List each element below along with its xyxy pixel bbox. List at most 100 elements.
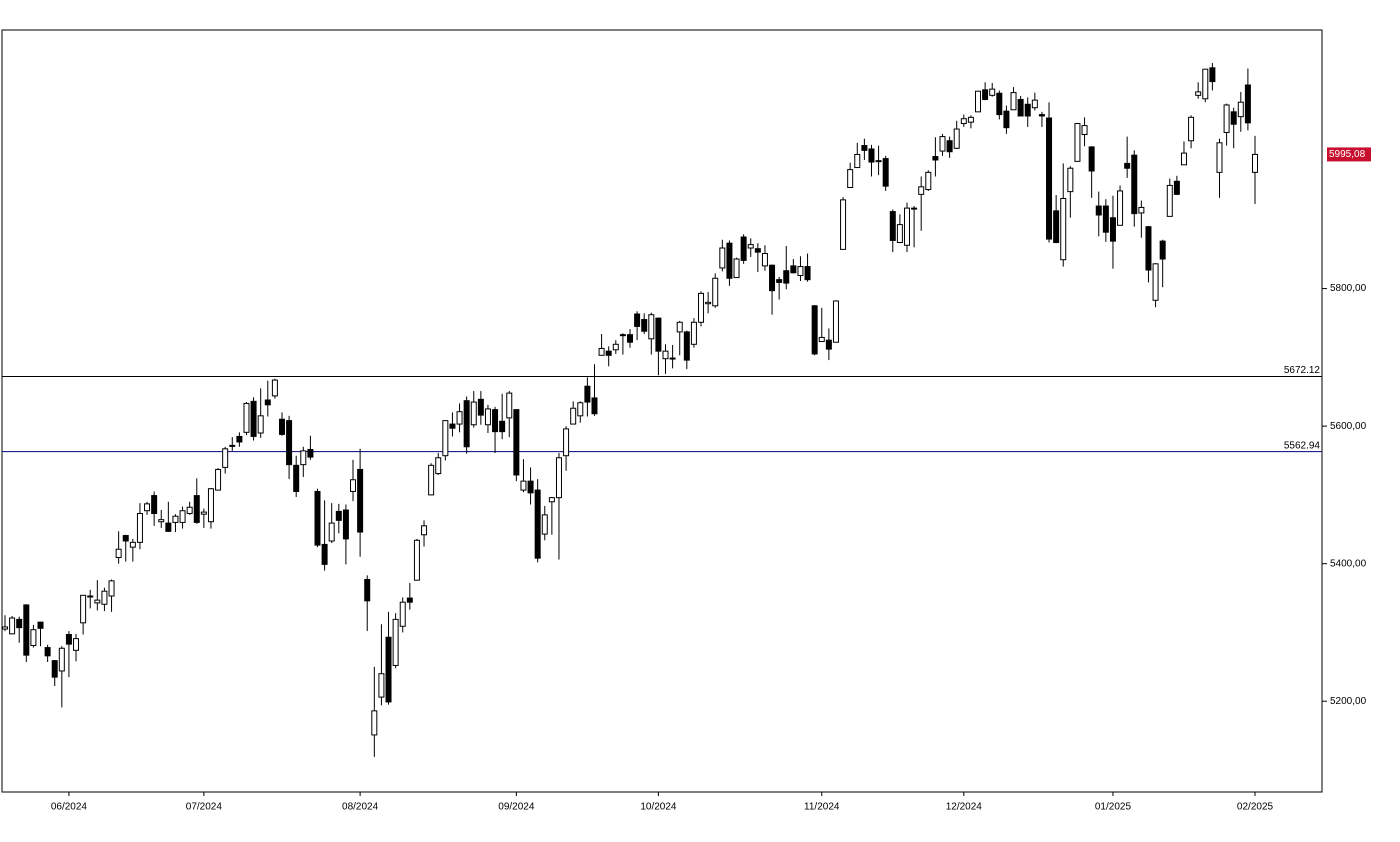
candle-body <box>350 479 357 492</box>
candle-body <box>967 116 974 123</box>
candle-body <box>690 321 697 345</box>
candle-body <box>1095 205 1102 216</box>
candle-body <box>1166 184 1173 217</box>
candle-body <box>861 145 868 151</box>
candle-body <box>769 264 776 292</box>
candle-body <box>683 331 690 361</box>
candle-body <box>1067 167 1074 193</box>
candle-body <box>506 392 513 419</box>
candle-body <box>1081 125 1088 136</box>
candle-body <box>1031 99 1038 109</box>
candle-body <box>1188 116 1195 142</box>
candle-body <box>477 398 484 416</box>
candle-body <box>1088 146 1095 172</box>
candle-body <box>1230 111 1237 125</box>
candle-body <box>804 266 811 281</box>
candle-body <box>1117 190 1124 226</box>
candle-body <box>776 279 783 283</box>
candle-body <box>975 90 982 113</box>
candle-body <box>1017 98 1024 117</box>
x-tick-label: 02/2025 <box>1237 802 1274 813</box>
candle-body <box>165 522 172 532</box>
candle-body <box>307 449 314 458</box>
candle-body <box>463 400 470 448</box>
x-tick-label: 11/2024 <box>804 802 840 813</box>
candle-body <box>406 597 413 603</box>
candle-body <box>1109 217 1116 242</box>
candle-body <box>570 407 577 425</box>
candle-body <box>484 408 491 426</box>
candle-body <box>840 199 847 250</box>
candle-body <box>818 336 825 343</box>
candle-body <box>733 258 740 279</box>
candle-body <box>1173 180 1180 195</box>
candle-body <box>442 420 449 457</box>
candle-body <box>1124 162 1131 169</box>
candle-body <box>882 158 889 187</box>
candle-body <box>1237 101 1244 118</box>
x-tick-label: 07/2024 <box>186 802 223 813</box>
candle-body <box>151 495 158 514</box>
candle-body <box>612 343 619 351</box>
x-tick-label: 08/2024 <box>342 802 379 813</box>
y-tick-label: 5200,00 <box>1330 696 1367 707</box>
candle-body <box>669 357 676 360</box>
candle-body <box>527 480 534 494</box>
candle-body <box>129 541 136 548</box>
candle-body <box>598 347 605 356</box>
candle-body <box>754 248 761 253</box>
candle-body <box>87 595 94 598</box>
candle-body <box>371 710 378 736</box>
candle-body <box>23 604 30 656</box>
candle-body <box>534 489 541 559</box>
candle-body <box>989 88 996 96</box>
candle-body <box>73 638 80 651</box>
candle-body <box>662 350 669 360</box>
candle-body <box>80 594 87 624</box>
candle-body <box>832 300 839 343</box>
candle-body <box>555 457 562 499</box>
candle-body <box>229 444 236 447</box>
candle-body <box>1159 240 1166 260</box>
x-tick-label: 09/2024 <box>498 802 535 813</box>
last-price-box <box>1327 147 1371 162</box>
candle-body <box>868 148 875 163</box>
candle-body <box>449 423 456 429</box>
candle-body <box>996 92 1003 116</box>
candle-body <box>634 313 641 327</box>
candle-body <box>392 618 399 666</box>
candle-body <box>698 292 705 323</box>
candle-body <box>747 244 754 249</box>
candle-body <box>186 506 193 514</box>
candle-body <box>811 305 818 355</box>
candle-body <box>1209 67 1216 83</box>
candle-body <box>783 270 790 284</box>
level-label: 5562.94 <box>1284 440 1321 451</box>
candle-body <box>342 509 349 540</box>
candle-body <box>591 397 598 415</box>
candle-body <box>761 253 768 267</box>
candle-body <box>314 490 321 546</box>
candle-body <box>939 136 946 152</box>
candle-body <box>1053 210 1060 244</box>
candle-body <box>875 160 882 163</box>
candle-body <box>207 488 214 523</box>
candle-body <box>44 647 51 657</box>
candle-body <box>854 153 861 169</box>
candle-body <box>94 599 101 604</box>
candle-body <box>918 186 925 195</box>
candle-body <box>108 580 115 597</box>
candle-body <box>122 534 129 542</box>
candle-body <box>548 497 555 503</box>
candle-body <box>364 578 371 602</box>
candle-body <box>676 321 683 333</box>
candle-body <box>946 140 953 153</box>
candle-body <box>1046 117 1053 240</box>
candle-body <box>385 636 392 703</box>
candle-body <box>435 457 442 475</box>
candle-body <box>399 601 406 627</box>
candle-body <box>925 171 932 191</box>
candle-body <box>740 236 747 261</box>
candle-body <box>605 350 612 356</box>
candle-body <box>903 207 910 246</box>
